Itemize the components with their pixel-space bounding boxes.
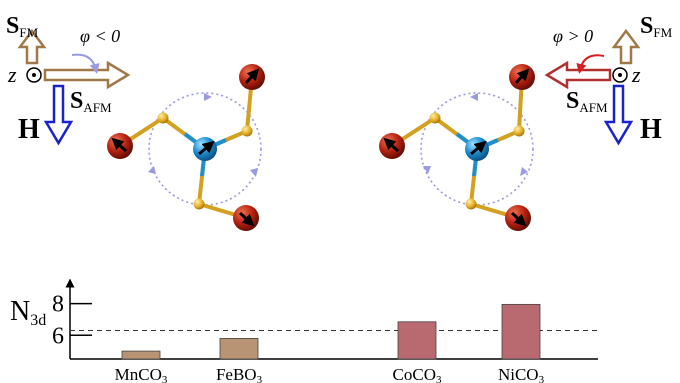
right-phi-label: φ > 0 (553, 26, 593, 46)
left-z-label: z (7, 62, 17, 87)
right-field-arrow (603, 84, 634, 146)
left-field-arrow (43, 84, 74, 146)
ligand-atom (157, 112, 169, 124)
y-tick-label: 8 (52, 292, 64, 318)
right-s-fm-label: SFM (640, 13, 673, 40)
right-vector-panel: SFM φ > 0 z SAFM H (544, 13, 673, 146)
right-circulation-arrow-icon (470, 93, 478, 101)
left-circulation-arrow-icon (148, 166, 156, 174)
y-tick-label: 6 (52, 323, 64, 349)
left-phi-label: φ < 0 (80, 26, 120, 46)
bar-coco (397, 321, 437, 360)
spin-arrow-icon (514, 68, 530, 85)
ligand-atom (429, 112, 441, 124)
ligand-atom (513, 125, 525, 137)
right-afm-arrow (544, 60, 612, 90)
left-circulation-arrow-icon (250, 168, 258, 177)
n3d-bar-chart: N3d 68 MnCO3 FeBO3 CoCO3 NiCO3 (10, 278, 598, 383)
left-vector-panel: SFM φ < 0 z SAFM H (6, 13, 131, 146)
right-circulation-arrow-icon (423, 166, 431, 174)
spin-arrow-icon (198, 140, 215, 156)
spin-arrow-icon (470, 140, 487, 156)
bar-nico (501, 303, 541, 360)
ligand-atom (193, 198, 205, 210)
x-label-mnco: MnCO3 (115, 365, 168, 383)
x-label-febo: FeBO3 (216, 365, 263, 383)
bar-mnco (121, 350, 161, 360)
right-field-label: H (640, 114, 662, 145)
bar-febo (219, 338, 259, 360)
spin-arrow-icon (383, 137, 400, 153)
right-fm-arrow (611, 28, 641, 65)
ligand-atom (241, 125, 253, 137)
ligand-atom (465, 198, 477, 210)
right-z-label: z (631, 62, 641, 87)
left-field-label: H (18, 114, 40, 145)
left-s-afm-label: SAFM (70, 88, 112, 115)
x-label-nico: NiCO3 (498, 365, 545, 383)
right-circulation-arrow-icon (520, 167, 528, 176)
spin-arrow-icon (238, 211, 255, 227)
left-fm-arrow (17, 28, 47, 65)
right-phi-arc-arrow (576, 54, 605, 74)
chart-x-labels: MnCO3 FeBO3 CoCO3 NiCO3 (115, 365, 545, 383)
left-circulation-ring (148, 92, 262, 206)
right-molecule (379, 64, 535, 231)
right-circulation-ring (420, 92, 534, 206)
spin-arrow-icon (111, 137, 128, 153)
chart-y-ticks: 68 (52, 292, 92, 349)
left-circulation-arrow-icon (204, 93, 212, 101)
left-s-fm-label: SFM (6, 13, 39, 40)
left-afm-arrow (43, 60, 131, 90)
chart-y-label: N3d (10, 296, 46, 329)
x-label-coco: CoCO3 (393, 365, 442, 383)
spin-arrow-icon (244, 68, 260, 85)
chart-bars (121, 303, 541, 360)
right-s-afm-label: SAFM (566, 88, 608, 115)
left-phi-arc-arrow (71, 53, 100, 74)
spin-arrow-icon (510, 211, 527, 227)
left-molecule (107, 64, 265, 231)
